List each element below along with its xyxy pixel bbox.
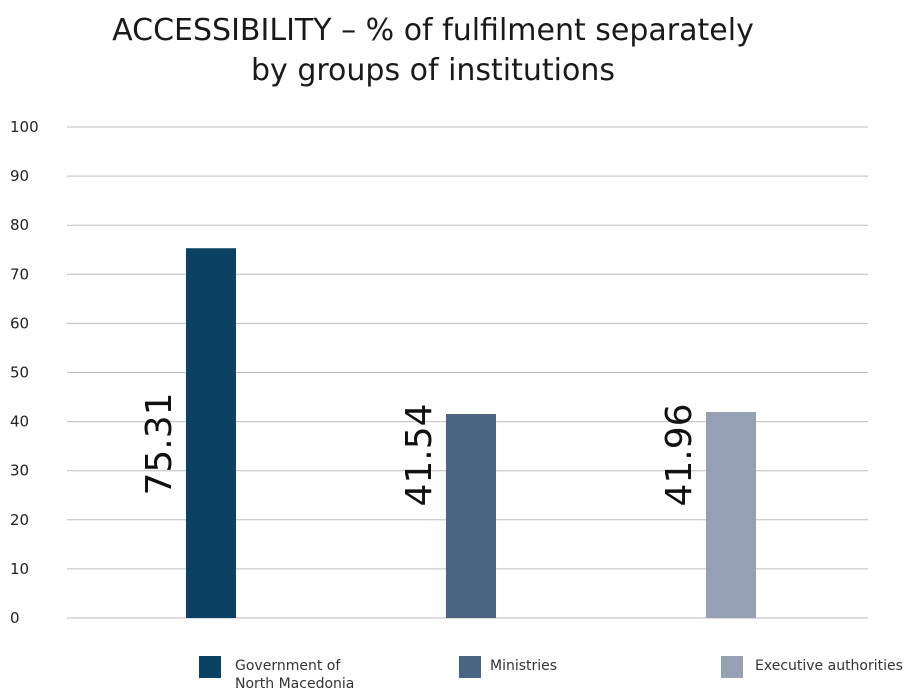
- y-tick-label: 10: [10, 560, 29, 578]
- data-labels: 75.31 41.54 41.96: [139, 392, 700, 506]
- data-label-2: 41.54: [399, 403, 440, 506]
- legend-label-1: North Macedonia: [235, 676, 354, 691]
- y-tick-label: 100: [10, 118, 39, 136]
- data-label-3: 41.96: [659, 403, 700, 506]
- bar-2: [446, 414, 496, 618]
- bars: [186, 248, 756, 618]
- y-tick-label: 20: [10, 511, 29, 529]
- legend: Government of North Macedonia Ministries Ex…: [199, 656, 903, 691]
- legend-swatch-2: [459, 656, 481, 678]
- legend-label-2: Ministries: [490, 658, 557, 674]
- y-tick-label: 60: [10, 314, 29, 332]
- bar-3: [706, 411, 756, 618]
- legend-label-1: Government of: [235, 658, 341, 674]
- y-tick-label: 80: [10, 216, 29, 234]
- chart-title-line-2: by groups of institutions: [251, 53, 615, 88]
- y-tick-label: 50: [10, 364, 29, 382]
- y-tick-label: 0: [10, 609, 20, 627]
- legend-label-3: Executive authorities: [755, 658, 903, 674]
- legend-swatch-1: [199, 656, 221, 678]
- chart-title-line-1: ACCESSIBILITY – % of fulfilment separate…: [112, 13, 754, 48]
- y-tick-label: 70: [10, 265, 29, 283]
- bar-1: [186, 248, 236, 618]
- y-tick-label: 90: [10, 167, 29, 185]
- y-axis-ticks: 0 10 20 30 40 50 60 70 80 90 100: [10, 118, 39, 627]
- chart-title: ACCESSIBILITY – % of fulfilment separate…: [112, 13, 754, 88]
- data-label-1: 75.31: [139, 392, 180, 495]
- y-tick-label: 30: [10, 462, 29, 480]
- y-tick-label: 40: [10, 413, 29, 431]
- legend-swatch-3: [721, 656, 743, 678]
